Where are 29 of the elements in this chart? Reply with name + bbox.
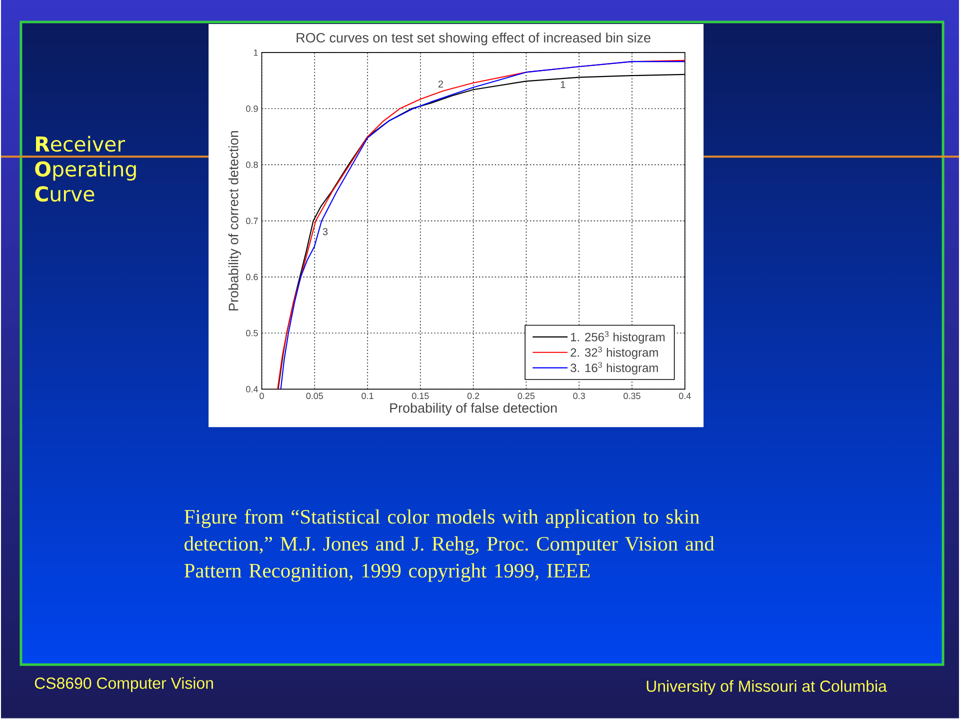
- legend-label: 1. 256$^{3}$ histogram: [571, 332, 665, 344]
- y-tick-label: 0.7: [246, 218, 258, 224]
- y-tick-label: 0.4: [246, 386, 258, 393]
- x-tick-label: 0: [260, 392, 264, 400]
- y-tick-label: 0.8: [246, 162, 258, 168]
- text: CS8690 Computer Vision: [34, 677, 213, 692]
- chart-title: ROC curves on test set showing effect of increased bin size: [296, 32, 650, 46]
- x-tick-label: 0.35: [624, 392, 640, 400]
- y-axis-title: Probability of correct detection: [228, 131, 241, 311]
- annotation: 2: [438, 80, 444, 88]
- x-tick-label: 0.4: [678, 392, 691, 400]
- x-tick-label: 0.3: [573, 392, 585, 400]
- x-tick-label: 0.15: [412, 392, 429, 400]
- legend-label: 2. 32$^{3}$ histogram: [570, 346, 658, 360]
- y-tick-label: 0.9: [246, 106, 258, 112]
- text: Figure from “Statistical color models with application to skin detection,” M.J. Jones and J. Rehg, Proc. Computer Vision and Pattern Recognition, 1999 copyright 1999, IEEE: [184, 509, 714, 582]
- x-tick-label: 0.05: [306, 392, 324, 400]
- text: University of Missouri at Columbia: [646, 680, 887, 696]
- y-tick-label: 0.6: [246, 274, 258, 280]
- x-tick-label: 0.25: [518, 392, 535, 400]
- x-tick-label: 0.2: [467, 392, 480, 400]
- x-axis-title: Probability of false detection: [390, 403, 557, 416]
- y-tick-label: 1: [254, 50, 258, 56]
- annotation: 3: [322, 228, 328, 236]
- annotation: 1: [560, 81, 566, 88]
- y-tick-label: 0.5: [246, 330, 258, 337]
- text: Receiver Operating Curve: [35, 136, 136, 202]
- x-tick-label: 0.1: [362, 392, 374, 400]
- legend-label: 3. 16$^{3}$ histogram: [570, 362, 658, 375]
